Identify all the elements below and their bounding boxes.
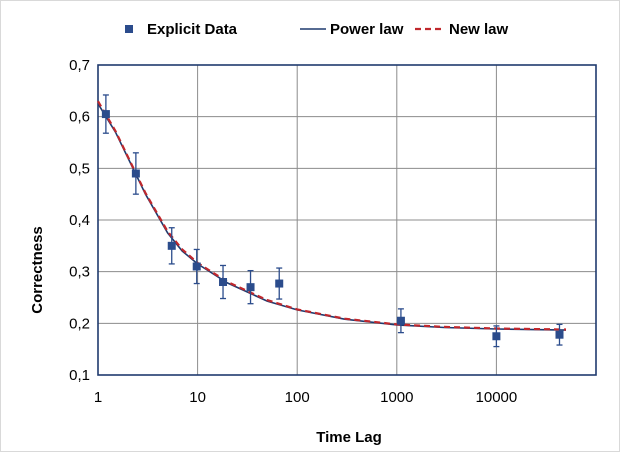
data-point xyxy=(219,278,228,286)
data-points xyxy=(101,94,564,348)
y-tick-label: 0,3 xyxy=(69,264,90,281)
data-point xyxy=(555,330,564,339)
plot-frame xyxy=(97,64,597,376)
y-tick-label: 0,6 xyxy=(69,109,90,126)
axes: 0,1 0,2 0,3 0,4 0,5 0,6 0,7 1 10 100 1000 10000 xyxy=(69,57,597,406)
y-tick-label: 0,2 xyxy=(69,315,90,332)
x-tick-label: 1000 xyxy=(380,389,413,406)
x-tick-label: 100 xyxy=(285,389,310,406)
data-point xyxy=(246,283,255,292)
data-point xyxy=(492,332,501,341)
legend-label: Explicit Data xyxy=(147,21,238,38)
y-tick-label: 0,5 xyxy=(69,160,90,177)
new-law-line xyxy=(97,100,567,331)
data-point xyxy=(131,169,140,178)
y-tick-label: 0,7 xyxy=(69,57,90,74)
x-tick-label: 10000 xyxy=(476,389,518,406)
data-point xyxy=(192,262,201,271)
legend-label: Power law xyxy=(330,21,404,38)
x-axis-label: Time Lag xyxy=(316,429,382,446)
y-tick-label: 0,4 xyxy=(69,212,90,229)
data-point xyxy=(275,279,284,288)
data-point xyxy=(167,241,176,250)
legend: Explicit Data Power law New law xyxy=(125,21,509,38)
legend-marker-explicit-data xyxy=(125,25,133,33)
x-tick-label: 1 xyxy=(94,389,102,406)
legend-label: New law xyxy=(449,21,509,38)
data-point xyxy=(101,110,110,119)
y-tick-label: 0,1 xyxy=(69,367,90,384)
data-point xyxy=(396,316,405,325)
y-axis-label: Correctness xyxy=(29,226,46,314)
x-tick-label: 10 xyxy=(189,389,206,406)
